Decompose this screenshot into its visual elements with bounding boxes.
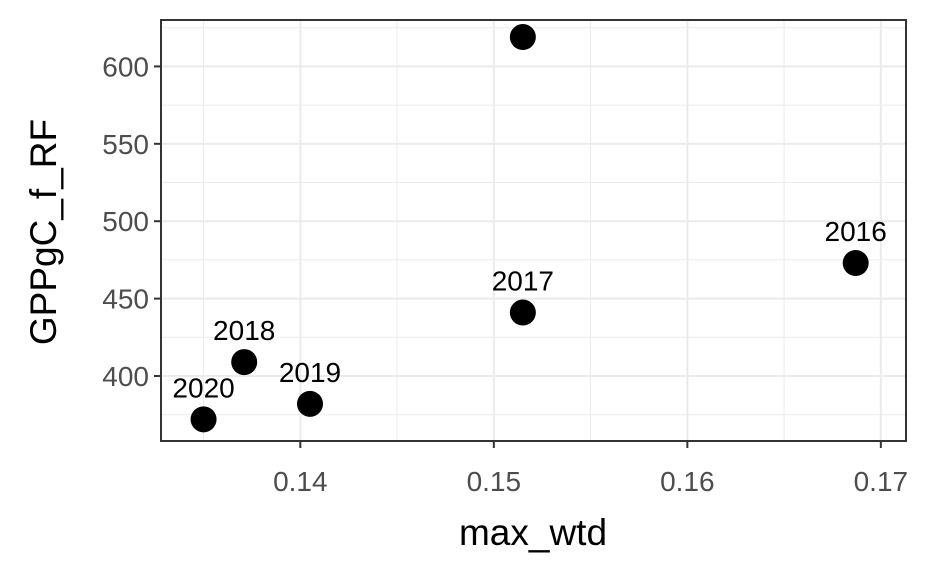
x-tick-label: 0.16 — [660, 466, 715, 497]
x-tick-label: 0.14 — [273, 466, 328, 497]
x-axis-title: max_wtd — [459, 512, 607, 553]
point-label: 2017 — [492, 266, 554, 297]
data-point — [509, 24, 536, 51]
x-tick-label: 0.15 — [467, 466, 522, 497]
y-tick-label: 550 — [102, 129, 149, 160]
data-point — [509, 299, 536, 326]
y-axis-title: GPPgC_f_RF — [23, 119, 64, 345]
y-tick-label: 400 — [102, 361, 149, 392]
data-point — [842, 250, 869, 277]
axis-ticks: 0.14 0.15 0.16 0.17 400 450 500 550 600 — [102, 51, 908, 497]
y-tick-label: 600 — [102, 51, 149, 82]
point-label: 2018 — [213, 315, 275, 346]
y-tick-label: 500 — [102, 206, 149, 237]
panel-background — [161, 20, 906, 441]
x-tick-label: 0.17 — [854, 466, 909, 497]
data-point — [190, 406, 217, 433]
data-points — [190, 24, 869, 433]
data-point — [231, 349, 258, 376]
point-label: 2016 — [825, 216, 887, 247]
grid-lines — [161, 20, 906, 441]
data-point — [297, 390, 323, 417]
panel-border — [160, 19, 907, 442]
point-label: 2019 — [279, 357, 341, 388]
point-label: 2020 — [172, 372, 234, 403]
y-tick-label: 450 — [102, 284, 149, 315]
